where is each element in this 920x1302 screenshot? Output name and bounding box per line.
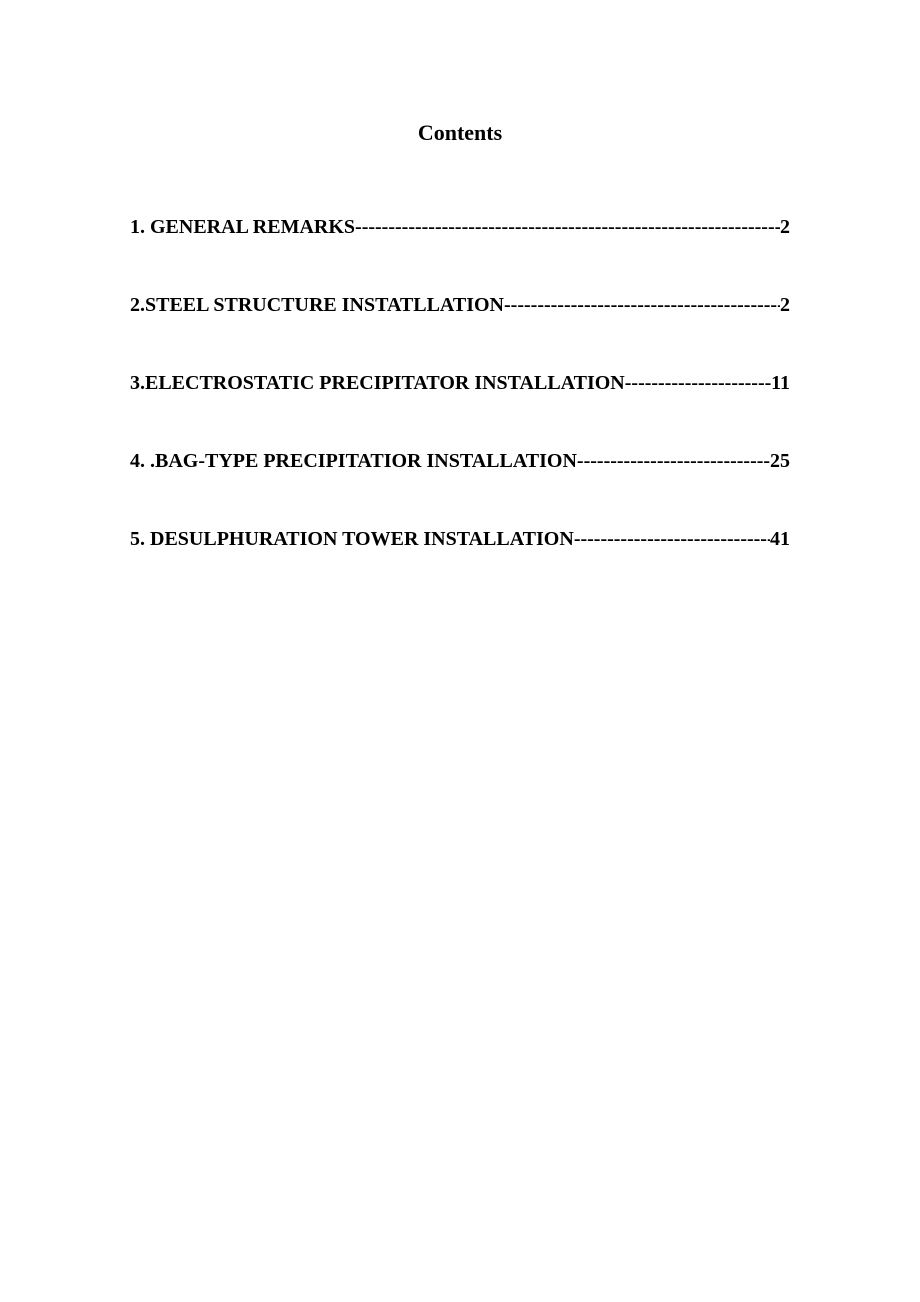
toc-page: 25 [770, 450, 790, 473]
toc-entry: 3.ELECTROSTATIC PRECIPITATOR INSTALLATIO… [130, 372, 790, 395]
toc-entry: 2.STEEL STRUCTURE INSTATLLATION 2 [130, 294, 790, 317]
toc-entry: 5. DESULPHURATION TOWER INSTALLATION 41 [130, 528, 790, 551]
toc-leader [625, 372, 771, 395]
toc-label: 5. DESULPHURATION TOWER INSTALLATION [130, 528, 574, 551]
contents-title: Contents [130, 120, 790, 146]
toc-page: 11 [771, 372, 790, 395]
toc-entry: 1. GENERAL REMARKS 2 [130, 216, 790, 239]
toc-entry: 4. .BAG-TYPE PRECIPITATIOR INSTALLATION … [130, 450, 790, 473]
toc-label: 1. GENERAL REMARKS [130, 216, 355, 239]
toc-page: 2 [780, 294, 790, 317]
toc-label: 3.ELECTROSTATIC PRECIPITATOR INSTALLATIO… [130, 372, 625, 395]
toc-label: 4. .BAG-TYPE PRECIPITATIOR INSTALLATION [130, 450, 577, 473]
toc-leader [577, 450, 770, 473]
toc-leader [574, 528, 770, 551]
toc-leader [504, 294, 780, 317]
toc-leader [355, 216, 780, 239]
toc-page: 2 [780, 216, 790, 239]
toc-page: 41 [770, 528, 790, 551]
toc-label: 2.STEEL STRUCTURE INSTATLLATION [130, 294, 504, 317]
